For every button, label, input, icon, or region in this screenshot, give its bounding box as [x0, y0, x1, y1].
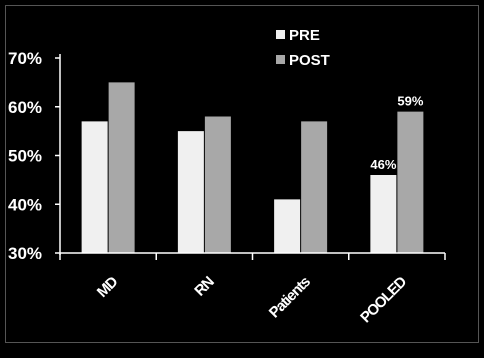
- bar-post-rn: [204, 116, 231, 253]
- x-axis-category-labels: MD RN Patients POOLED: [94, 273, 411, 326]
- legend-swatch-post: [276, 55, 285, 64]
- bar-pre-patients: [274, 199, 301, 253]
- bar-post-pooled: [397, 111, 424, 253]
- bar-pre-md: [81, 121, 108, 253]
- data-label-post-pooled: 59%: [397, 94, 423, 109]
- legend-label-pre: PRE: [289, 27, 320, 44]
- bar-post-md: [108, 82, 135, 253]
- data-label-pre-pooled: 46%: [370, 157, 396, 172]
- bar-pre-pooled: [370, 175, 397, 253]
- legend: PRE POST: [276, 27, 330, 69]
- y-tick-label: 30%: [8, 244, 42, 263]
- legend-label-post: POST: [289, 52, 330, 69]
- data-labels: 46% 59%: [370, 94, 423, 172]
- y-tick-label: 70%: [8, 49, 42, 68]
- x-category-label: RN: [191, 274, 217, 300]
- x-category-label: POOLED: [357, 273, 410, 326]
- bars: [81, 82, 424, 253]
- axes: [59, 54, 446, 260]
- x-category-label: Patients: [266, 273, 314, 321]
- y-axis-ticks: [55, 57, 60, 254]
- y-tick-label: 40%: [8, 195, 42, 214]
- y-axis-tick-labels: 30% 40% 50% 60% 70%: [8, 49, 42, 263]
- bar-pre-rn: [177, 131, 204, 253]
- x-category-label: MD: [94, 273, 122, 301]
- y-tick-label: 50%: [8, 147, 42, 166]
- legend-swatch-pre: [276, 30, 285, 39]
- y-tick-label: 60%: [8, 98, 42, 117]
- bar-post-patients: [301, 121, 328, 253]
